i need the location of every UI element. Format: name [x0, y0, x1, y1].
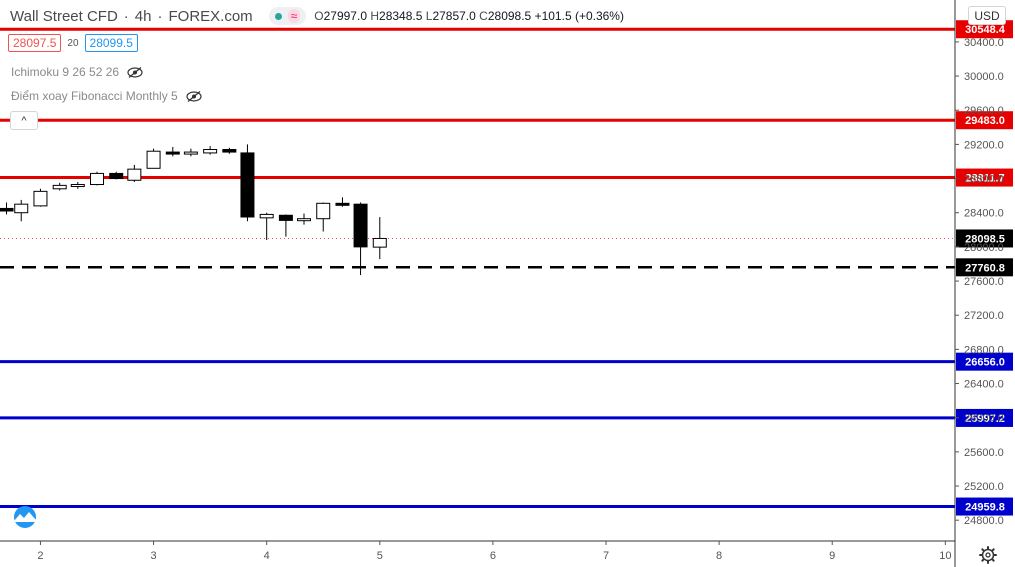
price-level-label-box [956, 229, 1013, 248]
open-value: 27997.0 [323, 9, 367, 23]
x-tick-label: 8 [716, 550, 722, 562]
price-level-label: 25997.2 [965, 413, 1005, 425]
price-level-label: 28811.7 [965, 173, 1004, 185]
x-tick-label: 7 [603, 550, 609, 562]
indicator-label: Điểm xoay Fibonacci Monthly 5 [11, 89, 178, 103]
chevron-up-icon: ^ [21, 114, 27, 127]
price-level-label: 26656.0 [965, 357, 1005, 369]
symbol-name[interactable]: Wall Street CFD [10, 7, 118, 25]
candle-bullish [372, 237, 387, 248]
price-level-label: 27760.8 [965, 262, 1005, 274]
x-tick-label: 2 [37, 550, 43, 562]
candle-bullish [52, 184, 67, 190]
high-label: H [370, 9, 380, 23]
candle-bullish [183, 151, 198, 155]
candle-bullish [14, 203, 29, 214]
candle-bullish [297, 218, 312, 222]
eye-hidden-icon[interactable] [127, 66, 143, 78]
candle-bullish [146, 150, 161, 169]
candle-bearish [0, 207, 14, 212]
price-level-label: 30548.4 [965, 24, 1006, 36]
candle-bearish [278, 214, 293, 221]
candle-bearish [353, 203, 368, 248]
x-tick-label: 10 [939, 550, 951, 562]
open-label: O [314, 9, 324, 23]
eye-hidden-icon[interactable] [186, 90, 202, 102]
price-level-label: 28098.5 [965, 233, 1005, 245]
x-tick-label: 9 [829, 550, 835, 562]
tradingview-logo-icon[interactable] [8, 506, 42, 528]
candle-bullish [127, 168, 142, 181]
change-value: +101.5 (+0.36%) [534, 9, 624, 23]
trade-panel: 28097.5 20 28099.5 [8, 34, 138, 52]
interval[interactable]: 4h [134, 7, 152, 25]
candle-bearish [240, 152, 255, 218]
candle-bearish [109, 172, 124, 180]
candle-bullish [90, 172, 105, 186]
price-level-label-box [956, 352, 1013, 371]
y-tick-label: 29600.0 [964, 105, 1004, 117]
separator: · [123, 7, 129, 25]
sell-button[interactable]: 28097.5 [8, 34, 62, 52]
candle-bullish [70, 184, 85, 188]
y-tick-label: 25600.0 [964, 447, 1004, 459]
collapse-legend-button[interactable]: ^ [10, 111, 38, 130]
y-tick-label: 30000.0 [964, 71, 1004, 83]
x-tick-label: 4 [264, 550, 270, 562]
candle-bullish [33, 190, 48, 207]
wave-icon: ≈ [287, 9, 301, 23]
separator: · [157, 7, 163, 25]
x-tick-label: 5 [377, 550, 383, 562]
status-pill[interactable]: ≈ [268, 7, 307, 25]
y-tick-label: 28000.0 [964, 242, 1004, 254]
ohlc-readout: O27997.0 H28348.5 L27857.0 C28098.5 +101… [314, 9, 624, 23]
price-level-label: 24959.8 [965, 502, 1005, 514]
data-source: FOREX.com [168, 7, 253, 25]
market-open-icon [274, 12, 282, 20]
horizontal-levels: 30548.4 29483.0 28811.7 28098.5 27760.8 26656… [0, 20, 1013, 516]
y-tick-label: 30400.0 [964, 37, 1004, 49]
close-value: 28098.5 [487, 9, 532, 23]
high-value: 28348.5 [379, 9, 423, 23]
close-label: C [479, 9, 488, 23]
low-label: L [425, 9, 433, 23]
price-level-label-box [956, 168, 1013, 187]
candle-bearish [335, 202, 350, 206]
indicator-fibonacci-pivots[interactable]: Điểm xoay Fibonacci Monthly 5 [11, 89, 202, 103]
candles [0, 144, 387, 276]
chart-header: Wall Street CFD · 4h · FOREX.com ≈ O2799… [10, 6, 624, 26]
y-tick-label: 24800.0 [964, 515, 1004, 527]
price-level-label-box [956, 497, 1013, 516]
low-value: 27857.0 [432, 9, 476, 23]
candle-bullish [259, 213, 274, 219]
spread-value: 20 [67, 37, 79, 49]
y-tick-label: 26000.0 [964, 413, 1004, 425]
candle-bullish [316, 202, 331, 220]
candle-bearish [165, 151, 180, 155]
y-tick-label: 25200.0 [964, 481, 1004, 493]
currency-button[interactable]: USD [968, 6, 1006, 25]
price-level-label-box [956, 408, 1013, 427]
y-tick-label: 27600.0 [964, 276, 1004, 288]
y-tick-label: 28400.0 [964, 208, 1004, 220]
price-level-label: 29483.0 [965, 115, 1005, 127]
candle-bearish [222, 149, 237, 153]
price-level-label-box [956, 258, 1013, 277]
indicator-ichimoku[interactable]: Ichimoku 9 26 52 26 [11, 65, 143, 79]
y-tick-label: 26800.0 [964, 344, 1004, 356]
x-tick-label: 3 [151, 550, 157, 562]
settings-gear-icon[interactable] [979, 546, 997, 564]
x-tick-label: 6 [490, 550, 496, 562]
candle-bullish [203, 149, 218, 154]
y-tick-label: 26400.0 [964, 379, 1004, 391]
y-tick-label: 27200.0 [964, 310, 1004, 322]
y-tick-label: 28800.0 [964, 174, 1004, 186]
price-level-label-box [956, 111, 1013, 130]
buy-button[interactable]: 28099.5 [84, 34, 138, 52]
indicator-label: Ichimoku 9 26 52 26 [11, 65, 120, 79]
y-tick-label: 29200.0 [964, 139, 1004, 151]
